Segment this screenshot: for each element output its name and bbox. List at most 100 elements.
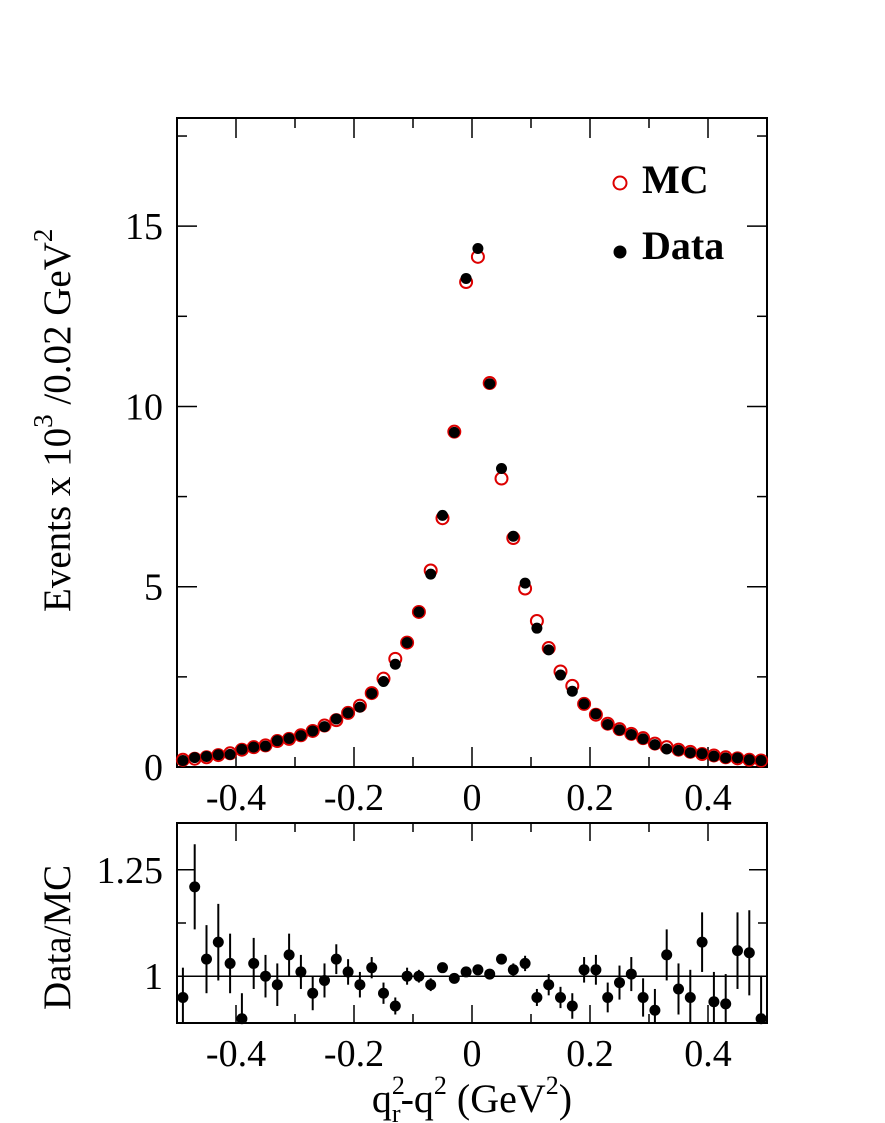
data-point [448,426,460,438]
ratio-point [448,972,460,984]
ratio-point [307,987,319,999]
data-point [732,752,743,764]
data-point [260,740,271,752]
data-point [531,622,543,634]
data-point [330,713,342,725]
data-point [413,606,425,618]
ratio-point [566,1000,578,1012]
ratio-point [413,970,425,982]
main-x-tick-label: 0.4 [684,777,732,819]
data-point [590,708,602,720]
ratio-point [507,964,519,976]
ratio-point [201,953,212,965]
ratio-point [389,1000,401,1012]
ratio-point [590,964,602,976]
data-point [743,754,755,766]
xlabel-unit: (GeV [447,1076,546,1121]
xlabel-exp-c: 2 [546,1071,559,1100]
main-x-tick-label: -0.4 [206,777,266,819]
data-point [224,748,236,760]
ratio-point [189,881,201,893]
data-point [366,687,378,699]
mc-point [411,604,426,619]
data-point [401,637,413,649]
ratio-point [696,936,708,948]
data-point [295,730,307,742]
ratio-point [472,964,484,976]
ratio-point [720,998,732,1010]
xlabel-close: ) [559,1076,572,1121]
data-point [661,743,673,755]
ratio-point [224,957,236,969]
main-y-tick-label: 5 [144,567,163,609]
data-point [189,752,201,764]
xlabel-sub-r: r [392,1099,401,1123]
data-point [307,725,319,737]
data-point [201,751,212,763]
ratio-axis-ticks [176,823,768,1023]
ratio-point [484,968,496,980]
data-point [566,685,578,697]
main-axis-ticks [176,118,768,768]
ratio-point [460,966,472,978]
ratio-data-points [177,844,767,1025]
ratio-x-tick-label: -0.2 [324,1033,384,1075]
data-point [755,755,767,767]
data-point [354,701,366,713]
ratio-point [248,957,260,969]
data-point [484,378,496,390]
data-point [708,750,720,762]
ratio-x-tick-label: 0.2 [566,1033,614,1075]
main-panel: -0.4 -0.2 0 0.2 0.4 0 5 10 15 MC Data Events x 1… [28,117,769,819]
ratio-point [425,979,437,991]
ratio-point [437,962,448,974]
main-ylabel-exp1: 3 [28,414,58,428]
data-point [472,243,484,255]
main-plot-frame [176,117,768,768]
ratio-point [625,968,637,980]
ratio-point [755,1013,767,1025]
ratio-point [177,991,189,1003]
ratio-point [330,953,342,965]
data-point [684,747,696,759]
legend-data-marker [613,245,627,259]
main-y-tick-label: 15 [125,206,163,248]
ratio-x-tick-label: 0 [463,1033,482,1075]
mc-point [577,696,592,711]
legend-mc-marker [612,175,628,191]
data-point [673,744,684,756]
ratio-tick-labels: -0.4 -0.2 0 0.2 0.4 1 1.25 [97,850,732,1075]
mc-point [293,728,308,743]
mc-point [754,753,769,768]
data-point [283,733,295,745]
main-ylabel-part2: /0.02 GeV [36,242,79,414]
ratio-y-tick-label: 1.25 [97,850,164,892]
data-point [625,729,637,741]
x-axis-label: q2 r-q2 (GeV2) [372,1071,572,1123]
main-x-tick-label: 0 [463,777,482,819]
ratio-point [614,977,625,989]
main-ylabel-part1: Events x 10 [36,428,79,612]
ratio-point [519,957,531,969]
data-point [437,509,448,521]
main-y-axis-label: Events x 103 /0.02 GeV2 [28,229,79,612]
mc-point [305,723,320,738]
ratio-point [283,949,295,961]
xlabel-exp-a: 2 [392,1071,405,1100]
xlabel-mid: -q [401,1076,434,1121]
ratio-point [543,979,555,991]
ratio-point [401,970,413,982]
data-point [212,749,224,761]
main-x-tick-label: 0.2 [566,777,614,819]
ratio-point [366,962,378,974]
legend: MC Data [612,157,724,268]
ratio-point [271,979,283,991]
ratio-point [236,1013,248,1025]
data-point [236,743,248,755]
ratio-x-tick-label: -0.4 [206,1033,266,1075]
data-point [507,530,519,542]
data-point [319,721,330,733]
mc-point [400,635,415,650]
main-y-tick-label: 0 [144,747,163,789]
main-tick-labels: -0.4 -0.2 0 0.2 0.4 0 5 10 15 [125,206,732,819]
